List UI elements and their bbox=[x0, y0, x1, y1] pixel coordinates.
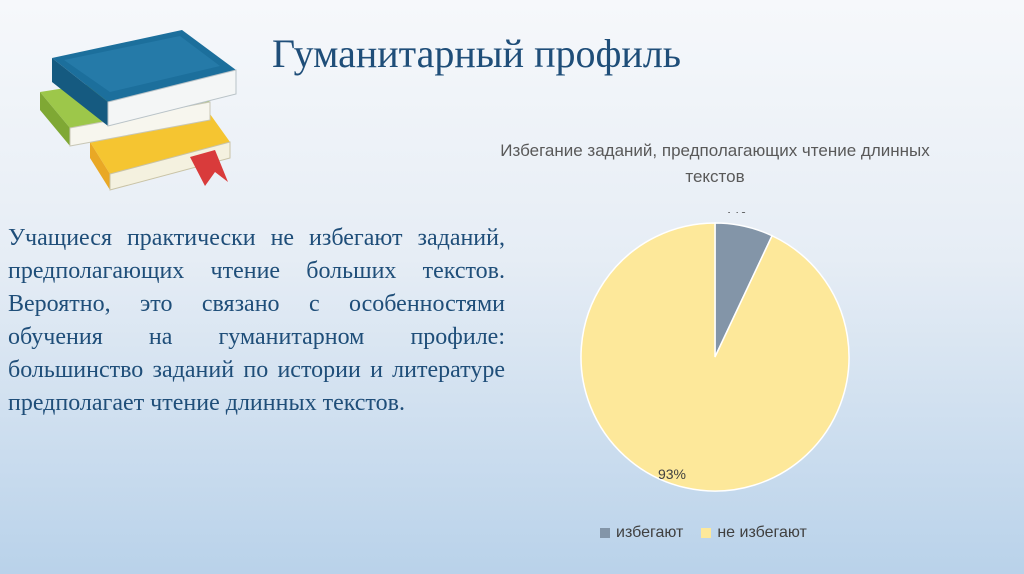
legend-label: не избегают bbox=[717, 524, 807, 541]
body-paragraph: Учащиеся практически не избегают заданий… bbox=[8, 225, 505, 416]
legend-swatch bbox=[701, 528, 712, 538]
data-label-1: 7% bbox=[726, 212, 746, 216]
legend-item-1: избегают bbox=[600, 524, 683, 542]
legend-label: избегают bbox=[616, 524, 684, 541]
pie-chart: 7% 93% bbox=[580, 212, 850, 492]
chart-legend: избегают не избегают bbox=[600, 524, 819, 542]
books-icon bbox=[40, 30, 237, 191]
legend-item-2: не избегают bbox=[701, 524, 807, 542]
chart-title: Избегание заданий, предполагающих чтение… bbox=[500, 141, 930, 186]
pie-slice-2 bbox=[580, 222, 850, 492]
legend-swatch bbox=[600, 528, 610, 538]
page-title: Гуманитарный профиль bbox=[272, 31, 682, 76]
data-label-2: 93% bbox=[658, 466, 686, 482]
